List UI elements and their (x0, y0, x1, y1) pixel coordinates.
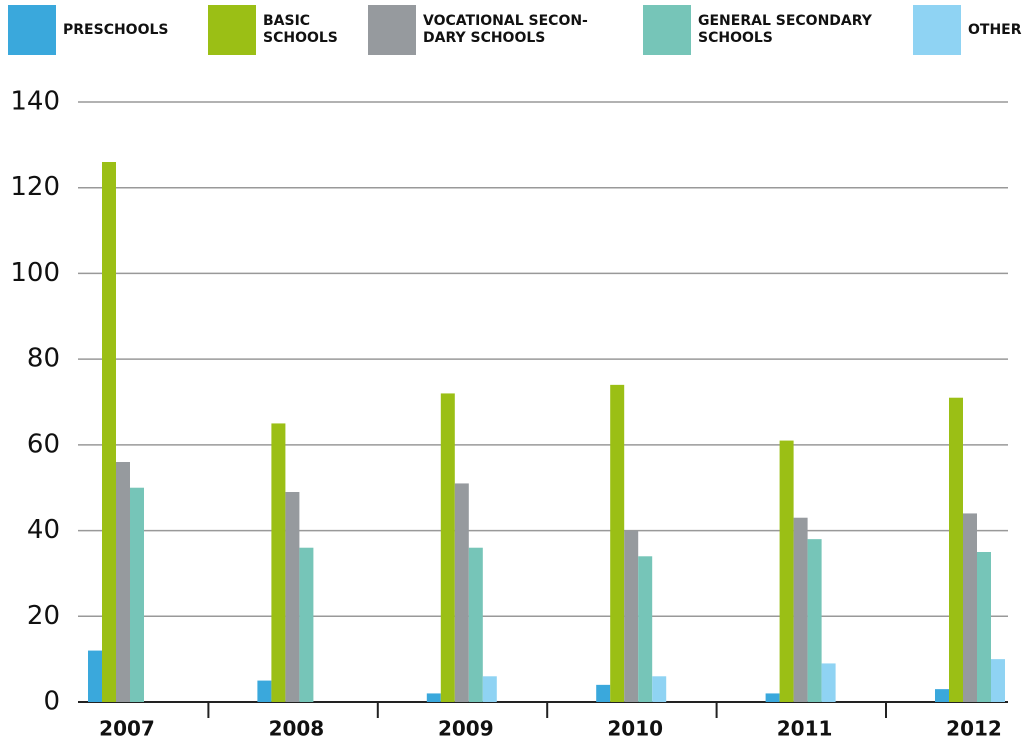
bar (285, 492, 300, 702)
legend-swatch (8, 5, 56, 55)
bar (779, 440, 794, 702)
bar (257, 680, 272, 702)
bar (271, 423, 286, 702)
y-tick-label: 80 (27, 344, 60, 374)
bar (963, 513, 977, 702)
legend-item: OTHER (913, 5, 1022, 55)
bar (977, 552, 991, 702)
y-tick-label: 140 (10, 87, 60, 117)
bar (610, 384, 625, 702)
legend-item: PRESCHOOLS (8, 5, 169, 55)
bar (482, 676, 497, 702)
y-tick-label: 20 (27, 601, 60, 631)
bar (426, 693, 441, 702)
legend-label: VOCATIONAL SECON- DARY SCHOOLS (423, 13, 588, 46)
legend-item: BASIC SCHOOLS (208, 5, 338, 55)
bar (596, 684, 611, 702)
bar (454, 483, 469, 702)
y-tick-label: 40 (27, 515, 60, 545)
legend-swatch (913, 5, 961, 55)
y-tick-label: 100 (10, 258, 60, 288)
legend-label: GENERAL SECONDARY SCHOOLS (698, 13, 872, 46)
bar (949, 397, 963, 702)
y-tick-label: 60 (27, 429, 60, 459)
y-tick-label: 0 (43, 687, 60, 717)
bar (299, 547, 314, 702)
legend-item: VOCATIONAL SECON- DARY SCHOOLS (368, 5, 588, 55)
legend-label: OTHER (968, 21, 1022, 38)
bar (130, 487, 144, 702)
bar (991, 659, 1005, 702)
legend-label: PRESCHOOLS (63, 21, 169, 38)
bar (102, 162, 116, 702)
bar (440, 393, 455, 702)
legend-swatch (208, 5, 256, 55)
legend-item: GENERAL SECONDARY SCHOOLS (643, 5, 872, 55)
bar (468, 547, 483, 702)
bar (116, 462, 130, 702)
legend-label: BASIC SCHOOLS (263, 13, 338, 46)
x-tick-label: 2009 (438, 717, 494, 741)
bar (935, 689, 949, 702)
bar (793, 517, 808, 702)
x-tick-label: 2008 (269, 717, 325, 741)
x-tick-label: 2011 (777, 717, 833, 741)
bar (821, 663, 836, 702)
legend-swatch (643, 5, 691, 55)
legend-swatch (368, 5, 416, 55)
x-tick-label: 2007 (99, 717, 155, 741)
bar (624, 530, 639, 702)
bar (652, 676, 667, 702)
x-tick-label: 2012 (946, 717, 1002, 741)
bar (807, 539, 822, 702)
y-tick-label: 120 (10, 172, 60, 202)
bar (638, 556, 653, 702)
bar (765, 693, 780, 702)
bar (88, 650, 102, 702)
x-tick-label: 2010 (607, 717, 663, 741)
